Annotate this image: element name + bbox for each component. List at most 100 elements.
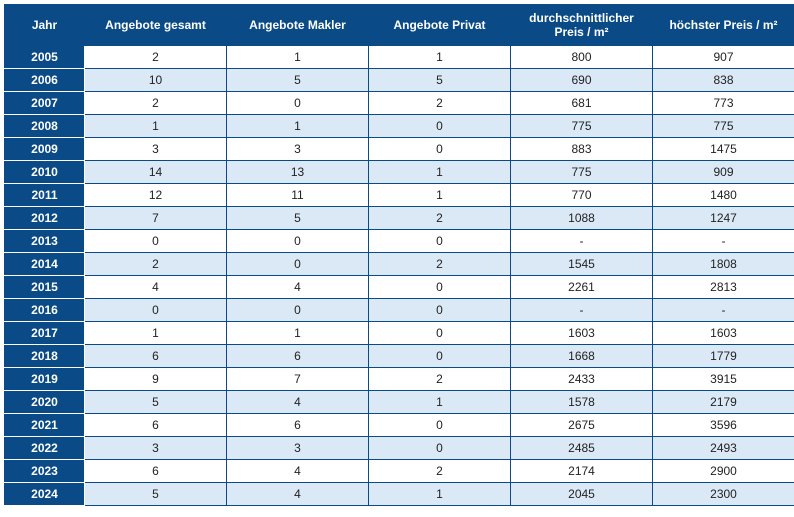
table-row: 2016000-- <box>5 299 794 322</box>
cell-makler: 3 <box>227 138 369 161</box>
cell-year: 2017 <box>5 322 85 345</box>
cell-year: 2024 <box>5 483 85 506</box>
cell-makler: 5 <box>227 69 369 92</box>
cell-year: 2020 <box>5 391 85 414</box>
cell-makler: 5 <box>227 207 369 230</box>
cell-year: 2012 <box>5 207 85 230</box>
cell-year: 2007 <box>5 92 85 115</box>
cell-year: 2021 <box>5 414 85 437</box>
cell-gesamt: 6 <box>85 460 227 483</box>
cell-avg: 1603 <box>511 322 653 345</box>
cell-avg: 690 <box>511 69 653 92</box>
cell-makler: 1 <box>227 322 369 345</box>
cell-max: 1475 <box>653 138 794 161</box>
cell-max: 2900 <box>653 460 794 483</box>
cell-gesamt: 2 <box>85 46 227 69</box>
cell-gesamt: 6 <box>85 414 227 437</box>
cell-gesamt: 3 <box>85 138 227 161</box>
cell-makler: 4 <box>227 460 369 483</box>
cell-year: 2011 <box>5 184 85 207</box>
cell-makler: 4 <box>227 483 369 506</box>
cell-makler: 0 <box>227 230 369 253</box>
cell-max: 2493 <box>653 437 794 460</box>
table-row: 202166026753596 <box>5 414 794 437</box>
cell-max: 907 <box>653 46 794 69</box>
col-privat: Angebote Privat <box>369 5 511 46</box>
cell-max: 3915 <box>653 368 794 391</box>
cell-privat: 0 <box>369 414 511 437</box>
cell-avg: 1578 <box>511 391 653 414</box>
cell-year: 2015 <box>5 276 85 299</box>
cell-gesamt: 5 <box>85 391 227 414</box>
cell-gesamt: 5 <box>85 483 227 506</box>
cell-max: - <box>653 230 794 253</box>
cell-year: 2016 <box>5 299 85 322</box>
cell-privat: 2 <box>369 368 511 391</box>
cell-privat: 1 <box>369 161 511 184</box>
col-gesamt: Angebote gesamt <box>85 5 227 46</box>
table-row: 2005211800907 <box>5 46 794 69</box>
table-row: 201014131775909 <box>5 161 794 184</box>
cell-privat: 0 <box>369 345 511 368</box>
cell-privat: 2 <box>369 253 511 276</box>
cell-max: 1247 <box>653 207 794 230</box>
cell-avg: 2174 <box>511 460 653 483</box>
col-year: Jahr <box>5 5 85 46</box>
cell-avg: 883 <box>511 138 653 161</box>
cell-year: 2010 <box>5 161 85 184</box>
cell-avg: 800 <box>511 46 653 69</box>
cell-gesamt: 0 <box>85 230 227 253</box>
cell-makler: 0 <box>227 92 369 115</box>
table-row: 202054115782179 <box>5 391 794 414</box>
cell-avg: 2433 <box>511 368 653 391</box>
table-row: 20093308831475 <box>5 138 794 161</box>
cell-gesamt: 1 <box>85 322 227 345</box>
cell-makler: 0 <box>227 253 369 276</box>
cell-max: 838 <box>653 69 794 92</box>
table-row: 201275210881247 <box>5 207 794 230</box>
cell-makler: 4 <box>227 391 369 414</box>
cell-gesamt: 10 <box>85 69 227 92</box>
cell-makler: 13 <box>227 161 369 184</box>
cell-year: 2009 <box>5 138 85 161</box>
table-body: 2005211800907200610556908382007202681773… <box>5 46 794 506</box>
cell-privat: 0 <box>369 138 511 161</box>
cell-gesamt: 14 <box>85 161 227 184</box>
cell-avg: 770 <box>511 184 653 207</box>
cell-avg: 1668 <box>511 345 653 368</box>
cell-privat: 0 <box>369 115 511 138</box>
cell-privat: 1 <box>369 184 511 207</box>
cell-max: 2300 <box>653 483 794 506</box>
table-row: 202364221742900 <box>5 460 794 483</box>
cell-avg: 681 <box>511 92 653 115</box>
cell-privat: 2 <box>369 92 511 115</box>
cell-makler: 3 <box>227 437 369 460</box>
cell-max: 1603 <box>653 322 794 345</box>
cell-avg: 1088 <box>511 207 653 230</box>
cell-privat: 2 <box>369 207 511 230</box>
cell-privat: 5 <box>369 69 511 92</box>
cell-privat: 1 <box>369 46 511 69</box>
cell-privat: 1 <box>369 483 511 506</box>
cell-avg: - <box>511 230 653 253</box>
cell-gesamt: 0 <box>85 299 227 322</box>
cell-avg: 2261 <box>511 276 653 299</box>
cell-max: 773 <box>653 92 794 115</box>
cell-avg: 775 <box>511 115 653 138</box>
cell-makler: 0 <box>227 299 369 322</box>
cell-year: 2022 <box>5 437 85 460</box>
cell-privat: 1 <box>369 391 511 414</box>
cell-avg: 2675 <box>511 414 653 437</box>
cell-max: 1779 <box>653 345 794 368</box>
cell-max: 909 <box>653 161 794 184</box>
cell-avg: 2045 <box>511 483 653 506</box>
col-max: höchster Preis / m² <box>653 5 794 46</box>
cell-makler: 11 <box>227 184 369 207</box>
cell-avg: 2485 <box>511 437 653 460</box>
cell-max: 775 <box>653 115 794 138</box>
cell-gesamt: 1 <box>85 115 227 138</box>
cell-max: 1808 <box>653 253 794 276</box>
cell-makler: 6 <box>227 345 369 368</box>
cell-year: 2014 <box>5 253 85 276</box>
table-row: 2007202681773 <box>5 92 794 115</box>
